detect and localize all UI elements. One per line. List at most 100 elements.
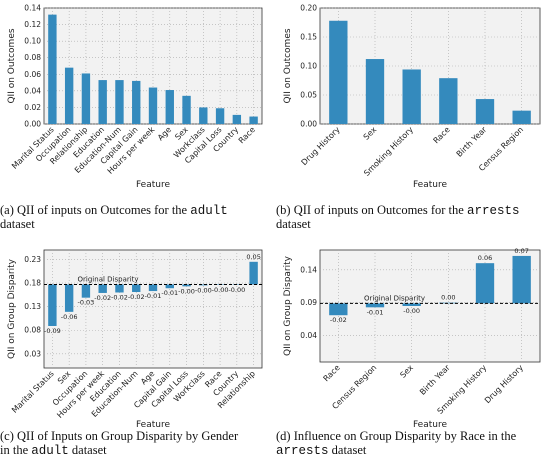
- bar: [64, 284, 74, 312]
- y-tick-label: 0.10: [24, 37, 41, 46]
- caption: dataset: [276, 217, 311, 231]
- x-tick-label: Birth Year: [455, 125, 489, 159]
- caption: (c) QII of Inputs on Group Disparity by …: [0, 429, 239, 443]
- bar: [512, 255, 531, 304]
- x-tick-label: Age: [156, 125, 173, 142]
- x-axis-label: Feature: [136, 180, 170, 190]
- y-tick-label: 0.08: [24, 326, 41, 335]
- value-label: -0.01: [367, 308, 384, 316]
- bar: [365, 59, 385, 124]
- value-label: 0.07: [514, 247, 528, 255]
- x-tick-label: Race: [432, 125, 452, 145]
- caption-part: (d) Influence on Group Disparity by Race…: [276, 429, 517, 443]
- bar: [402, 303, 421, 306]
- value-label: -0.00: [403, 307, 420, 315]
- bar: [365, 303, 385, 308]
- bar: [165, 284, 174, 289]
- x-tick-label: Race: [237, 125, 257, 145]
- y-tick-label: 0.12: [24, 20, 41, 29]
- value-label: -0.00: [212, 286, 229, 294]
- caption-part: (b) QII of inputs on Outcomes for the: [276, 203, 467, 217]
- caption-part: adult: [190, 204, 228, 218]
- value-label: -0.01: [161, 289, 178, 297]
- y-tick-label: 0.00: [24, 120, 41, 129]
- y-tick-label: 0.05: [300, 91, 317, 100]
- baseline-label: Original Disparity: [364, 294, 425, 302]
- value-label: -0.09: [44, 327, 61, 335]
- x-tick-label: Drug History: [300, 125, 342, 167]
- value-label: -0.03: [78, 299, 95, 307]
- x-tick-label: Race: [322, 363, 342, 383]
- x-tick-label: Marital Status: [10, 369, 56, 415]
- y-tick-label: 0.23: [24, 255, 41, 264]
- y-tick-label: 0.18: [24, 279, 41, 288]
- bar: [132, 284, 141, 293]
- value-label: -0.01: [145, 292, 162, 300]
- bar: [81, 284, 91, 298]
- value-label: -0.00: [228, 286, 245, 294]
- bar: [215, 108, 225, 124]
- bar: [64, 67, 74, 124]
- value-label: -0.02: [111, 293, 128, 301]
- caption-part: arrests: [276, 444, 329, 458]
- value-label: 0.06: [478, 254, 492, 262]
- value-label: 0.05: [246, 253, 260, 261]
- y-axis-label: QII on Outcomes: [283, 28, 293, 103]
- plot-area: [43, 249, 263, 369]
- bar: [182, 284, 191, 287]
- y-axis-label: QII on Group Disparity: [283, 255, 293, 356]
- bar: [199, 107, 208, 124]
- y-axis-label: QII on Outcomes: [7, 28, 17, 103]
- caption: arrests dataset: [276, 443, 367, 458]
- caption-part: adult: [31, 444, 69, 458]
- bar: [48, 284, 57, 326]
- x-tick-label: Birth Year: [418, 363, 452, 397]
- y-tick-label: 0.02: [24, 103, 41, 112]
- caption-part: arrests: [467, 204, 520, 218]
- caption: (d) Influence on Group Disparity by Race…: [276, 429, 517, 443]
- caption: in the adult dataset: [0, 443, 107, 458]
- y-tick-label: 0.20: [300, 4, 317, 13]
- bar: [148, 284, 158, 292]
- x-axis-label: Feature: [136, 420, 170, 430]
- bar: [249, 261, 258, 285]
- bar: [81, 73, 91, 124]
- caption: (b) QII of inputs on Outcomes for the ar…: [276, 203, 519, 218]
- y-tick-label: 0.06: [24, 70, 41, 79]
- x-tick-label: Sex: [362, 125, 379, 142]
- y-tick-label: 0.00: [300, 120, 317, 129]
- bar: [329, 20, 348, 124]
- bar: [475, 263, 495, 304]
- x-axis-label: Feature: [413, 180, 447, 190]
- bar: [165, 90, 174, 124]
- y-tick-label: 0.13: [24, 302, 41, 311]
- x-tick-label: Sex: [398, 363, 415, 380]
- bar: [439, 302, 458, 304]
- bar: [132, 80, 141, 124]
- value-label: -0.02: [330, 316, 347, 324]
- baseline-label: Original Disparity: [78, 275, 139, 283]
- value-label: -0.00: [195, 286, 212, 294]
- bar: [232, 114, 242, 124]
- caption-part: (c) QII of Inputs on Group Disparity by …: [0, 429, 239, 443]
- caption-part: (a) QII of inputs on Outcomes for the: [0, 203, 190, 217]
- y-tick-label: 0.14: [300, 265, 317, 274]
- bar: [475, 99, 495, 124]
- y-tick-label: 0.03: [24, 349, 41, 358]
- bar: [512, 110, 531, 124]
- y-axis-label: QII on Group Disparity: [7, 258, 17, 359]
- bar: [115, 284, 124, 293]
- value-label: -0.06: [61, 313, 78, 321]
- y-tick-label: 0.04: [24, 86, 41, 95]
- caption-part: dataset: [0, 217, 35, 231]
- value-label: -0.02: [128, 293, 145, 301]
- caption: (a) QII of inputs on Outcomes for the ad…: [0, 203, 228, 218]
- caption-part: dataset: [329, 443, 367, 457]
- plot-area: [319, 249, 541, 363]
- y-tick-label: 0.14: [24, 4, 41, 13]
- bar: [402, 69, 421, 124]
- caption-part: in the: [0, 443, 31, 457]
- caption: dataset: [0, 217, 35, 231]
- x-tick-label: Drug History: [483, 363, 525, 405]
